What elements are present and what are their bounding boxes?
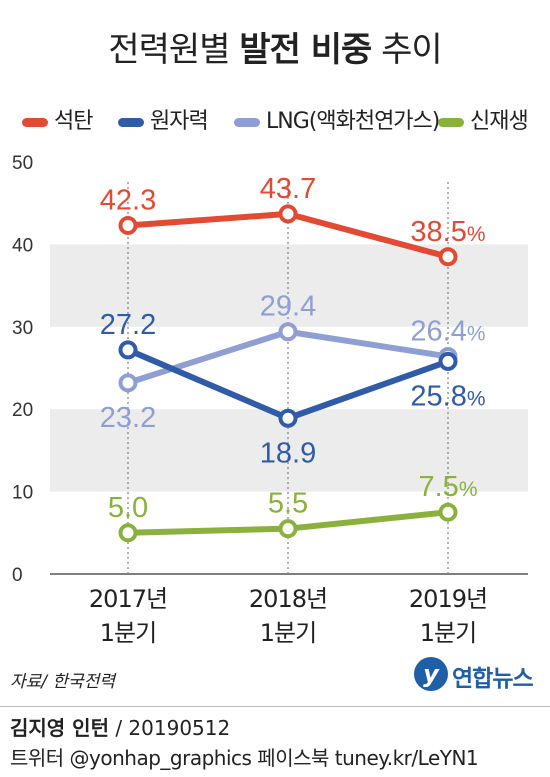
y-tick-label: 0 (12, 565, 23, 586)
legend-swatch-nuclear (118, 118, 144, 127)
data-point (438, 247, 458, 267)
footer-author: 김지영 인턴 (10, 716, 109, 740)
unit-suffix: % (467, 387, 486, 410)
unit-suffix: % (459, 478, 478, 501)
data-label: 18.9 (260, 437, 316, 469)
footer-divider (0, 706, 550, 707)
title-part-1: 전력원별 (108, 30, 230, 70)
legend-label-renewable: 신재생 (470, 109, 529, 134)
unit-suffix: % (467, 322, 486, 345)
y-tick-label: 50 (12, 153, 33, 174)
footer-credit: 김지영 인턴 / 20190512 (10, 712, 230, 741)
data-point (438, 351, 458, 371)
logo-text: 연합뉴스 (452, 666, 534, 692)
data-label: 42.3 (100, 184, 156, 216)
data-label: 26.4% (410, 315, 485, 347)
legend-swatch-coal (22, 118, 48, 127)
x-tick-label: 2019년 (409, 585, 487, 613)
x-axis-labels: 2017년 1분기 2018년 1분기 2019년 1분기 (89, 585, 488, 647)
data-point (438, 502, 458, 522)
data-label: 23.2 (100, 402, 156, 434)
legend-label-nuclear: 원자력 (150, 109, 209, 134)
series-lines (118, 204, 458, 543)
data-label: 25.8% (410, 380, 485, 412)
data-label: 5.5 (268, 488, 308, 520)
legend-label-coal: 석탄 (54, 109, 93, 134)
x-tick-label: 1분기 (260, 619, 316, 647)
title-part-2: 추이 (381, 30, 443, 70)
logo-circle-icon (414, 657, 448, 691)
x-tick-label: 1분기 (420, 619, 476, 647)
y-tick-label: 10 (12, 483, 33, 504)
footer-social: 트위터 @yonhap_graphics 페이스북 tuney.kr/LeYN1 (10, 746, 479, 770)
yonhap-logo: y 연합뉴스 (414, 655, 544, 695)
x-tick-label: 1분기 (100, 619, 156, 647)
y-tick-label: 20 (12, 400, 33, 421)
data-point (118, 373, 138, 393)
data-label: 43.7 (260, 173, 316, 205)
y-axis: 0 10 20 30 40 50 (12, 153, 528, 586)
data-label: 29.4 (260, 291, 316, 323)
data-point (278, 408, 298, 428)
data-point (278, 519, 298, 539)
y-tick-label: 40 (12, 235, 33, 256)
data-point (278, 204, 298, 224)
legend-swatch-lng (234, 118, 260, 127)
chart-title: 전력원별 발전 비중 추이 (0, 22, 550, 71)
source-note: 자료/ 한국전력 (10, 672, 115, 692)
data-label: 27.2 (100, 309, 156, 341)
legend-label-lng: LNG(액화천연가스) (266, 109, 440, 134)
y-tick-label: 30 (12, 318, 33, 339)
legend-swatch-renewable (438, 118, 464, 127)
data-point (278, 322, 298, 342)
unit-suffix: % (467, 223, 486, 246)
data-point (118, 523, 138, 543)
data-label: 38.5% (410, 216, 485, 248)
data-point (118, 340, 138, 360)
title-part-bold: 발전 비중 (239, 30, 372, 70)
legend: 석탄 원자력 LNG(액화천연가스) 신재생 (22, 108, 542, 138)
x-tick-label: 2018년 (249, 585, 327, 613)
data-label: 5.0 (108, 492, 148, 524)
data-labels: 42.3 43.7 38.5% 27.2 18.9 25.8% 23.2 29.4 26.4% 5… (100, 173, 486, 524)
x-tick-label: 2017년 (89, 585, 167, 613)
footer-date: / 20190512 (108, 716, 231, 740)
data-point (118, 215, 138, 235)
line-chart: 0 10 20 30 40 50 42.3 43.7 38.5% 27.2 18.9 25.8% 23… (12, 153, 528, 647)
logo-mark: y (423, 660, 439, 688)
